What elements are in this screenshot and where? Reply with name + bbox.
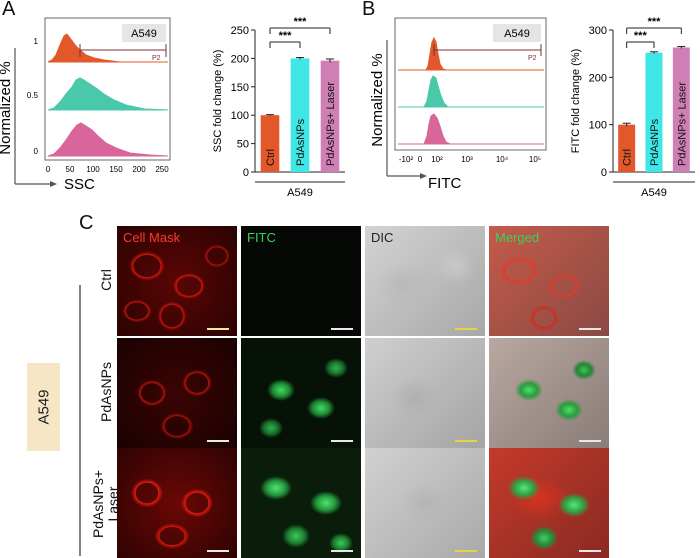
bar	[260, 115, 280, 172]
ylabel-a: Normalized %	[0, 61, 14, 154]
tile-laser-merged	[489, 448, 609, 558]
hist-b-pdasnps	[423, 75, 450, 108]
tile-pdasnps-cellmask	[117, 338, 237, 448]
y-tick-label: 50	[237, 139, 249, 151]
bar	[645, 52, 663, 172]
ytick-a-1: 1	[34, 37, 39, 46]
scale-bar	[455, 550, 477, 552]
panel-label-c: C	[79, 212, 94, 234]
tile-laser-fitc	[241, 448, 361, 558]
col-label-cellmask: Cell Mask	[123, 230, 181, 245]
bar	[618, 124, 636, 172]
bar	[320, 60, 340, 173]
gate-a: P2	[152, 55, 161, 62]
tag-a549-a: A549	[131, 28, 157, 40]
scale-bar	[207, 328, 229, 330]
xtick-a-250: 250	[155, 165, 169, 174]
category-label: PdAsNPs+ Laser	[325, 82, 337, 166]
xtick-b-5: 10⁵	[529, 155, 541, 164]
hist-a-pdasnps	[47, 77, 169, 111]
y-tick-label: 300	[589, 25, 607, 37]
xtick-b-3: 10³	[461, 155, 473, 164]
y-tick-label: 150	[231, 82, 249, 94]
tile-ctrl-dic: DIC	[365, 226, 485, 336]
scale-bar	[331, 550, 353, 552]
row-label-pdasnps: PdAsNPs	[98, 362, 114, 422]
sig-mark: ***	[279, 30, 293, 42]
cell-line-label: A549	[35, 389, 52, 425]
category-label: PdAsNPs	[649, 118, 661, 166]
category-label: PdAsNPs	[295, 118, 307, 166]
xtick-b-4: 10⁴	[496, 155, 509, 164]
ytick-a-05: 0.5	[27, 91, 39, 100]
y-axis-label: SSC fold change (%)	[212, 50, 224, 153]
panel-b-histogram: Normalized % FITC A549 P2 -10² 0 10² 10³…	[369, 17, 547, 192]
scale-bar	[331, 440, 353, 442]
xlabel-b: FITC	[428, 175, 461, 192]
xtick-b-2: 10²	[431, 155, 443, 164]
scale-bar	[579, 550, 601, 552]
col-label-merged: Merged	[495, 230, 540, 245]
tile-laser-dic	[365, 448, 485, 558]
sig-mark: ***	[634, 30, 648, 42]
scale-bar	[207, 440, 229, 442]
gate-b: P2	[528, 55, 537, 62]
ytick-a-0: 0	[34, 147, 39, 156]
scale-bar	[579, 440, 601, 442]
xtick-a-50: 50	[66, 165, 75, 174]
sig-mark: ***	[648, 16, 662, 28]
xtick-a-100: 100	[86, 165, 100, 174]
category-label: PdAsNPs+ Laser	[676, 82, 688, 166]
bar	[290, 58, 310, 172]
tile-laser-cellmask	[117, 448, 237, 558]
hist-b-laser	[423, 113, 451, 145]
tile-ctrl-cellmask: Cell Mask	[117, 226, 237, 336]
col-label-dic: DIC	[371, 230, 394, 245]
col-label-fitc: FITC	[247, 230, 276, 245]
scale-bar	[207, 550, 229, 552]
row-label-ctrl: Ctrl	[98, 269, 114, 291]
xtick-a-0: 0	[46, 165, 51, 174]
y-tick-label: 0	[601, 167, 607, 179]
scale-bar	[455, 440, 477, 442]
hist-b-ctrl	[425, 36, 447, 71]
x-axis-label: A549	[287, 187, 313, 199]
x-axis-label: A549	[641, 187, 667, 199]
xtick-b-neg: -10²	[399, 155, 414, 164]
category-label: Ctrl	[622, 149, 634, 166]
y-tick-label: 100	[231, 110, 249, 122]
panel-a-histogram: Normalized % SSC 1 0.5 0 A549 P2 0 50 1	[0, 17, 171, 193]
tile-pdasnps-merged	[489, 338, 609, 448]
panel-label-b: B	[362, 0, 376, 20]
tile-ctrl-fitc: FITC	[241, 226, 361, 336]
cell-line-badge: A549	[27, 363, 60, 451]
tag-a549-b: A549	[504, 28, 530, 40]
scale-bar	[331, 328, 353, 330]
scale-bar	[455, 328, 477, 330]
row-label-laser: PdAsNPs+ Laser	[90, 469, 121, 539]
scale-bar	[579, 328, 601, 330]
y-tick-label: 100	[589, 120, 607, 132]
category-label: Ctrl	[265, 149, 277, 166]
tile-pdasnps-fitc	[241, 338, 361, 448]
sig-mark: ***	[294, 16, 308, 28]
y-tick-label: 0	[243, 167, 249, 179]
ssc-bar-chart: 0 50 100 150 200 250 SSC fold change (%) Ctrl Pd…	[212, 16, 345, 199]
y-tick-label: 200	[231, 53, 249, 65]
ylabel-b: Normalized %	[369, 53, 386, 146]
y-axis-label: FITC fold change (%)	[570, 49, 582, 154]
panel-label-a: A	[2, 0, 16, 20]
bar	[672, 47, 690, 172]
hist-a-laser	[47, 122, 169, 157]
xlabel-a: SSC	[64, 176, 95, 193]
y-tick-label: 250	[231, 25, 249, 37]
y-tick-label: 200	[589, 72, 607, 84]
xtick-b-0: 0	[418, 155, 423, 164]
fitc-bar-chart: 0 100 200 300 FITC fold change (%) Ctrl PdAsNP…	[570, 16, 695, 199]
tile-ctrl-merged: Merged	[489, 226, 609, 336]
xtick-a-200: 200	[132, 165, 146, 174]
xtick-a-150: 150	[109, 165, 123, 174]
tile-pdasnps-dic	[365, 338, 485, 448]
